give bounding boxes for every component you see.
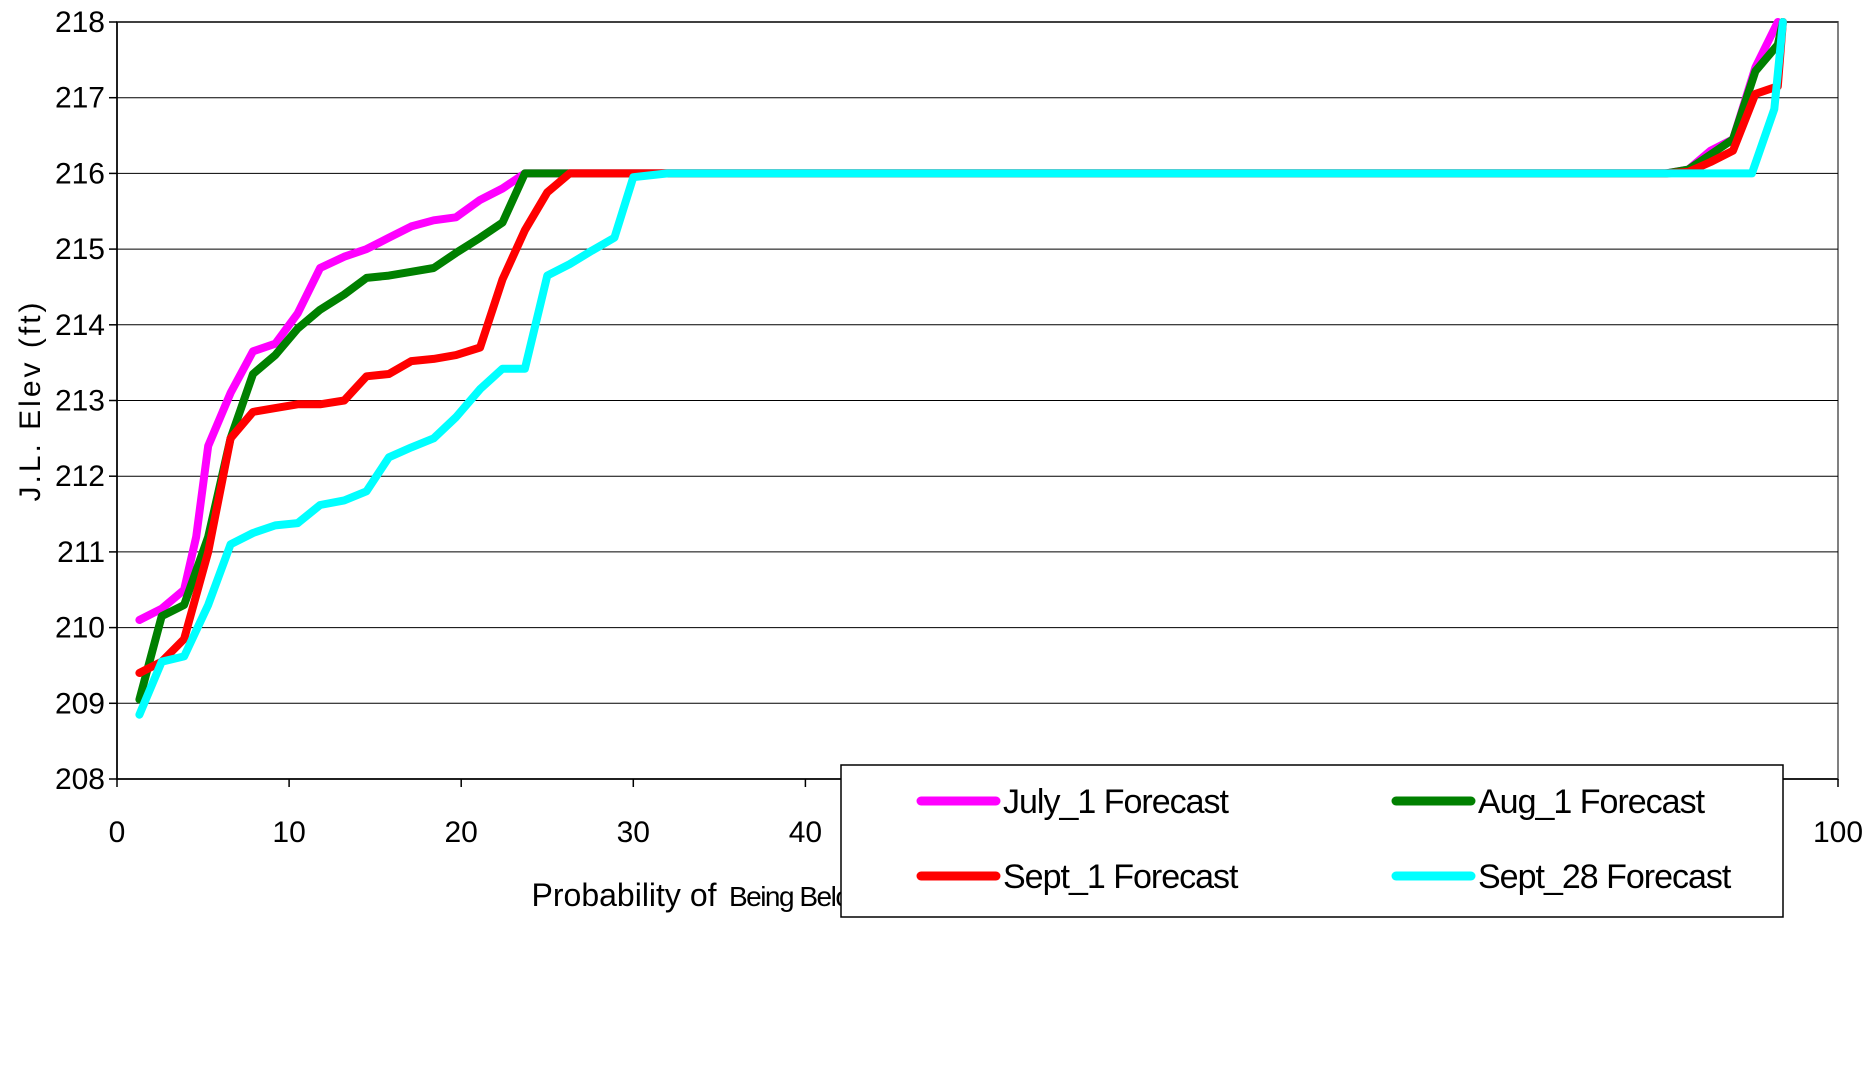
x-tick-label: 30 [617, 816, 650, 849]
x-tick-label: 10 [272, 816, 305, 849]
series-line-sept-1-forecast [135, 18, 1787, 677]
series-line-sept-28-forecast [135, 18, 1787, 719]
legend-label-aug-1-forecast: Aug_1 Forecast [1478, 783, 1706, 821]
x-tick-label: 20 [445, 816, 478, 849]
y-tick-label: 214 [55, 309, 105, 342]
series-group [135, 18, 1787, 719]
y-tick-label: 210 [55, 612, 105, 645]
x-tick-label: 0 [109, 816, 126, 849]
legend: July_1 Forecast Aug_1 Forecast Sept_1 Fore… [840, 764, 1784, 918]
y-tick-label: 213 [55, 385, 105, 418]
y-tick-label: 212 [55, 460, 105, 493]
y-tick-label: 217 [55, 82, 105, 115]
legend-label-sept-28-forecast: Sept_28 Forecast [1478, 858, 1732, 896]
x-axis-title-main: Probability of [532, 877, 717, 913]
y-tick-label: 208 [55, 763, 105, 796]
x-tick-label: 100 [1813, 816, 1862, 849]
y-axis: 208 209 210 211 212 213 214 215 216 217 218 [55, 6, 118, 796]
x-tick-label: 40 [789, 816, 822, 849]
y-axis-title: J.L. Elev (ft) [14, 299, 47, 501]
y-tick-label: 218 [55, 6, 105, 39]
legend-label-sept-1-forecast: Sept_1 Forecast [1003, 858, 1239, 896]
y-tick-label: 209 [55, 687, 105, 720]
y-tick-label: 216 [55, 157, 105, 190]
y-tick-label: 215 [55, 233, 105, 266]
legend-label-july-1-forecast: July_1 Forecast [1003, 783, 1230, 821]
legend-box [840, 764, 1784, 918]
y-tick-label: 211 [57, 536, 105, 569]
